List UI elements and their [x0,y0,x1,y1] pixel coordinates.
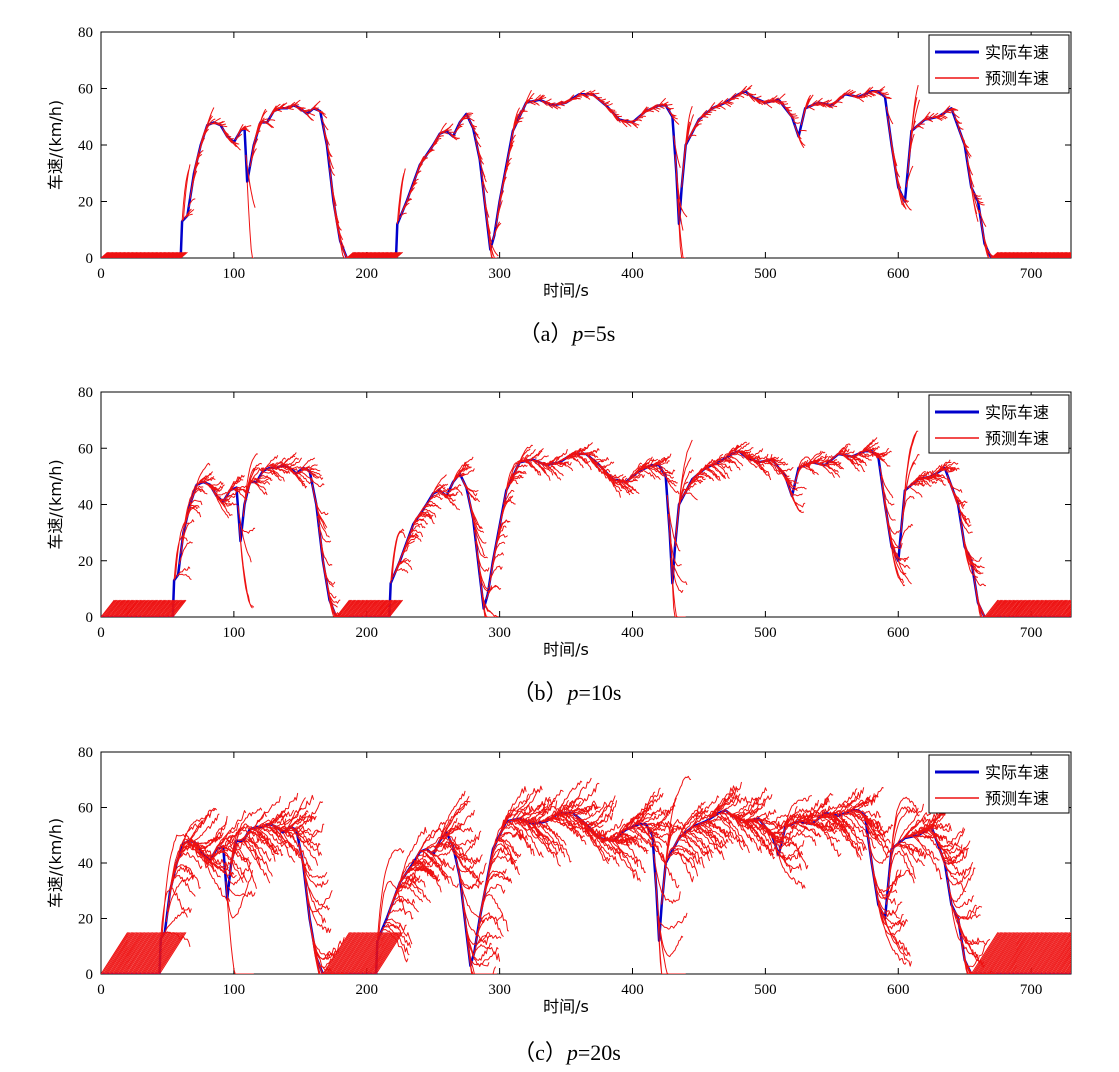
legend-label-actual: 实际车速 [985,763,1049,782]
plot-area [100,391,1072,618]
data-layer [101,84,1071,258]
y-tick-label: 80 [78,745,93,761]
series-predicted-speed [101,84,1071,258]
y-axis-label: 车速/(km/h) [46,818,65,908]
x-axis-label: 时间/s [543,997,589,1016]
x-tick-label: 700 [1020,266,1043,282]
y-tick-label: 40 [78,138,93,154]
x-tick-label: 300 [488,625,511,641]
legend-label-actual: 实际车速 [985,43,1049,62]
data-layer [101,430,1071,617]
x-tick-label: 500 [754,982,777,998]
x-tick-label: 200 [356,982,379,998]
figure-caption: （b）p=10s [513,680,622,705]
x-tick-label: 100 [223,982,246,998]
x-tick-label: 300 [488,266,511,282]
series-predicted-speed [101,775,1071,974]
y-tick-label: 20 [78,195,93,211]
y-tick-label: 80 [78,25,93,41]
y-tick-label: 80 [78,385,93,401]
x-tick-label: 0 [97,625,105,641]
legend-label-predicted: 预测车速 [985,429,1049,448]
x-tick-label: 700 [1020,625,1043,641]
x-tick-label: 200 [356,266,379,282]
x-tick-label: 0 [97,266,105,282]
x-tick-label: 400 [621,982,644,998]
y-tick-label: 60 [78,801,93,817]
y-tick-label: 0 [86,610,94,626]
plot-area [100,751,1072,975]
x-tick-label: 100 [223,625,246,641]
x-tick-label: 200 [356,625,379,641]
legend-label-predicted: 预测车速 [985,69,1049,88]
x-tick-label: 400 [621,625,644,641]
chart-panel-3: 0 100 200 300 400 500 600 700 0 20 40 60 80 时间/s 车速/(k… [46,745,1072,1065]
y-tick-label: 40 [78,498,93,514]
legend-box [928,754,1070,814]
x-tick-label: 400 [621,266,644,282]
y-tick-label: 20 [78,554,93,570]
y-tick-label: 60 [78,441,93,457]
y-tick-label: 60 [78,82,93,98]
x-tick-label: 300 [488,982,511,998]
y-tick-label: 40 [78,856,93,872]
x-tick-label: 500 [754,625,777,641]
chart-panel-2: 0 100 200 300 400 500 600 700 0 20 40 60 80 时间/s 车速/(k… [46,385,1072,705]
figure-caption: （a）p=5s [519,321,616,346]
x-tick-label: 700 [1020,982,1043,998]
x-tick-label: 100 [223,266,246,282]
y-tick-label: 0 [86,967,94,983]
y-tick-label: 0 [86,251,94,267]
x-tick-label: 500 [754,266,777,282]
legend-box [928,34,1070,94]
y-axis-label: 车速/(km/h) [46,100,65,190]
series-predicted-speed [101,430,1071,617]
x-tick-label: 600 [887,982,910,998]
data-layer [101,775,1071,974]
chart-panel-1: 0 100 200 300 400 500 600 700 0 20 40 60 80 时间/s 车速/(k… [46,25,1072,346]
x-axis-label: 时间/s [543,281,589,300]
figure-caption: （c）p=20s [513,1040,621,1065]
x-axis-label: 时间/s [543,640,589,659]
x-tick-label: 600 [887,625,910,641]
x-tick-label: 0 [97,982,105,998]
legend-box [928,394,1070,454]
x-tick-label: 600 [887,266,910,282]
y-tick-label: 20 [78,912,93,928]
legend-label-actual: 实际车速 [985,403,1049,422]
y-axis-label: 车速/(km/h) [46,459,65,549]
legend-label-predicted: 预测车速 [985,789,1049,808]
